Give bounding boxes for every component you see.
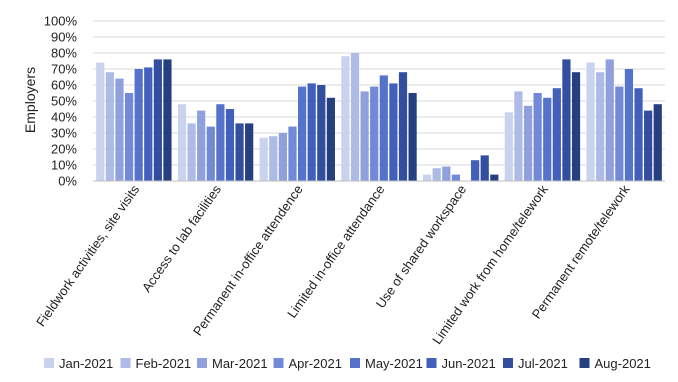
legend-swatch [579, 358, 590, 368]
bar [350, 53, 360, 181]
legend-label: Jan-2021 [59, 356, 113, 371]
legend-label: Aug-2021 [595, 356, 651, 371]
category-label: Limited in-office attendance [284, 182, 387, 321]
bar [653, 104, 662, 181]
y-tick-label: 60% [51, 78, 77, 93]
bar [432, 168, 441, 181]
bar [389, 83, 398, 181]
legend: Jan-2021 Feb-2021 Mar-2021 Apr-2021 May-2021… [44, 356, 651, 371]
bar [360, 91, 369, 181]
legend-swatch [503, 358, 513, 368]
bar [144, 67, 153, 181]
category-label: Permanent remote/telework [529, 182, 633, 322]
bar [624, 69, 634, 181]
bar [187, 123, 196, 181]
bar [278, 133, 287, 181]
legend-swatch [350, 358, 360, 368]
y-tick-labels: 0%10%20%30%40%50%60%70%80%90%100% [44, 14, 78, 189]
category-label: Fieldwork activities, site visits [33, 182, 143, 329]
y-tick-label: 30% [51, 126, 77, 141]
y-tick-label: 40% [51, 110, 77, 125]
bar [134, 69, 143, 181]
bar [379, 75, 388, 181]
bar [615, 86, 624, 181]
bar [288, 126, 297, 181]
bar [562, 59, 571, 181]
bar [307, 83, 316, 181]
bar [245, 123, 254, 181]
bar [225, 109, 235, 181]
bar [471, 160, 480, 181]
y-axis-title: Employers [22, 67, 38, 133]
category-labels: Fieldwork activities, site visitsAccess … [33, 182, 633, 347]
legend-swatch [426, 358, 437, 368]
bar [177, 104, 187, 181]
bar [124, 93, 134, 181]
bar [206, 126, 215, 181]
bar [408, 93, 417, 181]
legend-label: Jun-2021 [442, 356, 496, 371]
y-tick-label: 0% [58, 174, 77, 189]
bar [490, 174, 499, 181]
bar [533, 93, 542, 181]
bar [514, 91, 523, 181]
bar [596, 72, 605, 181]
bar [442, 166, 451, 181]
legend-swatch [44, 358, 54, 368]
bar [523, 105, 533, 181]
bar [153, 59, 162, 181]
bar [341, 56, 350, 182]
legend-swatch [273, 358, 284, 368]
y-tick-label: 100% [44, 14, 78, 29]
category-label: Access to lab facilities [139, 182, 225, 295]
bar [326, 97, 335, 181]
bar [543, 97, 552, 181]
y-tick-label: 80% [51, 46, 77, 61]
bar [586, 62, 595, 181]
category-label: Use of shared workspace [373, 182, 469, 311]
bar [504, 112, 513, 181]
y-tick-label: 10% [51, 158, 77, 173]
y-tick-label: 90% [51, 30, 77, 45]
legend-label: Jul-2021 [518, 356, 568, 371]
bar [605, 59, 614, 181]
legend-label: Apr-2021 [289, 356, 342, 371]
legend-label: Feb-2021 [136, 356, 192, 371]
legend-swatch [120, 358, 131, 368]
bar [197, 110, 206, 181]
bar [163, 59, 172, 181]
y-tick-label: 20% [51, 142, 77, 157]
bar [105, 72, 114, 181]
legend-label: May-2021 [365, 356, 423, 371]
bar [269, 136, 278, 181]
bar [423, 174, 432, 181]
bar [398, 72, 408, 181]
bar [96, 62, 105, 181]
y-tick-label: 50% [51, 94, 77, 109]
bar [480, 155, 489, 181]
bar [370, 86, 379, 181]
bar [216, 104, 225, 181]
bar [259, 137, 268, 181]
legend-swatch [197, 358, 207, 368]
bar [552, 88, 561, 181]
bar [451, 174, 461, 181]
bars [96, 53, 662, 182]
bar [634, 88, 643, 181]
legend-label: Mar-2021 [212, 356, 268, 371]
bar [571, 72, 581, 181]
bar [235, 123, 244, 181]
bar [317, 85, 326, 181]
y-tick-label: 70% [51, 62, 77, 77]
bar [297, 86, 307, 181]
bar [644, 110, 653, 181]
bar [115, 78, 124, 181]
